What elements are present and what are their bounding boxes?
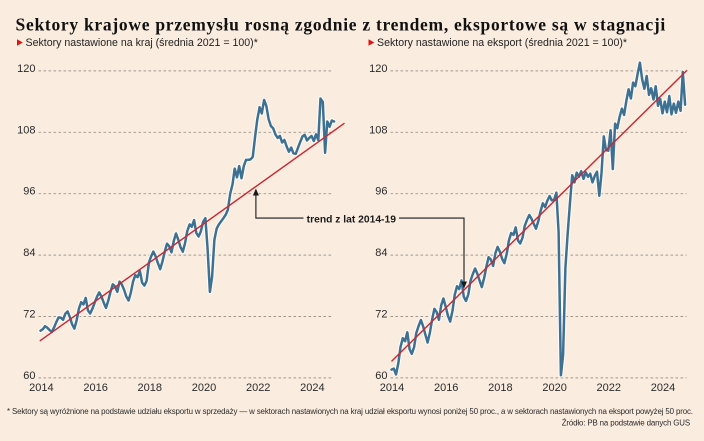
svg-text:96: 96 — [23, 186, 35, 198]
svg-text:108: 108 — [369, 124, 387, 136]
svg-text:72: 72 — [23, 309, 35, 321]
svg-text:120: 120 — [17, 63, 35, 75]
svg-text:60: 60 — [375, 370, 387, 382]
svg-text:72: 72 — [375, 309, 387, 321]
svg-text:trend z lat 2014-19: trend z lat 2014-19 — [307, 215, 397, 226]
svg-text:84: 84 — [23, 247, 35, 259]
svg-text:Źródło: PB na podstawie danych: Źródło: PB na podstawie danych GUS — [562, 419, 690, 428]
svg-text:2018: 2018 — [488, 382, 512, 394]
svg-text:120: 120 — [369, 63, 387, 75]
svg-text:2016: 2016 — [434, 382, 458, 394]
svg-text:2016: 2016 — [83, 382, 107, 394]
svg-text:2024: 2024 — [651, 382, 675, 394]
svg-text:2020: 2020 — [542, 382, 566, 394]
svg-text:84: 84 — [375, 247, 387, 259]
svg-text:Sektory krajowe przemysłu rosn: Sektory krajowe przemysłu rosną zgodnie … — [16, 14, 666, 34]
svg-text:2022: 2022 — [597, 382, 621, 394]
svg-text:2024: 2024 — [300, 382, 324, 394]
svg-text:Sektory nastawione na eksport: Sektory nastawione na eksport (średnia 2… — [377, 37, 627, 49]
svg-text:108: 108 — [17, 124, 35, 136]
svg-text:* Sektory są wyróżnione na pod: * Sektory są wyróżnione na podstawie udz… — [7, 407, 693, 416]
svg-text:2020: 2020 — [192, 382, 216, 394]
svg-text:2022: 2022 — [246, 382, 270, 394]
svg-text:Sektory nastawione na kraj (śr: Sektory nastawione na kraj (średnia 2021… — [26, 37, 258, 49]
svg-text:2018: 2018 — [138, 382, 162, 394]
svg-text:2014: 2014 — [380, 382, 404, 394]
svg-text:96: 96 — [375, 186, 387, 198]
svg-text:2014: 2014 — [29, 382, 53, 394]
svg-text:60: 60 — [23, 370, 35, 382]
